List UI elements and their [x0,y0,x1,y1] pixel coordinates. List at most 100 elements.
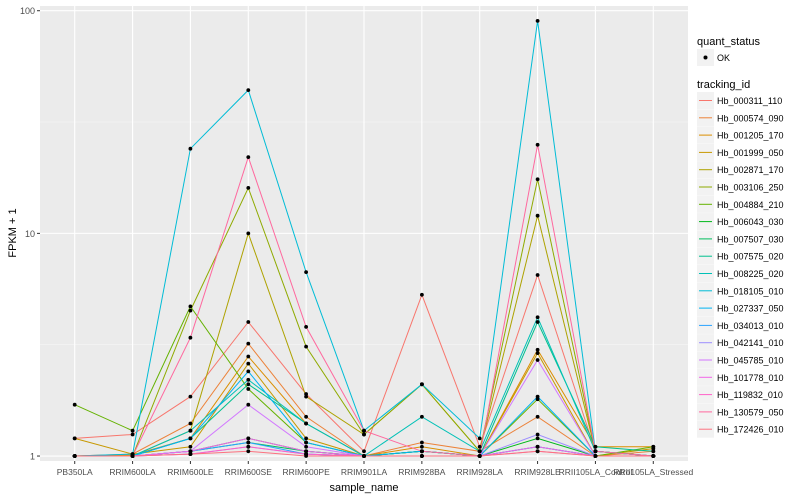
x-tick-label: RRIM928LA [457,467,504,477]
data-point-Hb_004884_210 [246,387,251,391]
data-point-Hb_008225_020 [535,315,540,320]
data-point-Hb_130579_050 [535,142,540,147]
x-tick-label: RRIM928BA [398,467,446,477]
data-point-Hb_000311_110 [420,292,424,297]
data-point-Hb_001999_050 [188,444,193,449]
x-tick-label: RRIM928LE [514,467,561,477]
legend-item-label: Hb_007507_030 [717,234,784,244]
legend-item-label: Hb_004884_210 [717,200,784,210]
data-point-Hb_007575_020 [535,320,540,324]
data-point-Hb_000311_110 [362,449,366,454]
data-point-Hb_027337_050 [535,394,540,399]
data-point-Hb_000311_110 [246,320,251,324]
data-point-Hb_034013_010 [246,440,251,445]
data-point-Hb_003106_250 [535,177,540,182]
legend-shape-label: OK [717,53,730,63]
data-point-Hb_172426_010 [304,454,308,458]
data-point-Hb_172426_010 [420,454,424,458]
data-point-Hb_003106_250 [362,432,366,437]
x-axis-title: sample_name [329,482,398,494]
data-point-Hb_001999_050 [304,436,308,441]
legend-item-label: Hb_045785_010 [717,356,784,366]
data-point-Hb_000311_110 [477,444,482,449]
data-point-Hb_008225_020 [304,421,308,426]
data-point-Hb_008225_020 [246,377,251,382]
data-point-Hb_000574_090 [246,341,251,346]
data-point-Hb_008225_020 [477,449,482,454]
data-point-Hb_027337_050 [246,369,251,374]
data-point-Hb_045785_010 [246,402,251,407]
data-point-Hb_004884_210 [651,444,656,449]
data-point-Hb_119832_010 [246,444,251,449]
legend-color-title: tracking_id [697,79,750,91]
data-point-Hb_000311_110 [535,273,540,277]
data-point-Hb_000574_090 [420,440,424,445]
data-point-Hb_018105_010 [304,270,308,274]
data-point-Hb_004884_210 [72,402,77,407]
data-point-Hb_018105_010 [535,19,540,23]
x-axis: PB350LA RRIM600LA RRIM600LE RRIM600SE RRIM60… [57,461,693,477]
y-axis-title: FPKM + 1 [7,208,19,257]
data-point-Hb_101778_010 [246,436,251,441]
data-point-Hb_130579_050 [188,335,193,340]
data-point-Hb_172426_010 [362,454,366,458]
x-tick-label: RRII105LA_Stressed [613,467,693,477]
data-point-Hb_172426_010 [246,449,251,454]
data-point-Hb_018105_010 [246,88,251,92]
legend-item-label: Hb_119832_010 [717,390,783,400]
legend-item-label: Hb_034013_010 [717,321,784,331]
data-point-Hb_001999_050 [535,351,540,355]
legend-item-label: Hb_042141_010 [717,338,784,348]
legend-item-label: Hb_000311_110 [717,96,782,106]
legend-item-label: Hb_002871_170 [717,165,784,175]
data-point-Hb_101778_010 [188,449,193,454]
data-point-Hb_000574_090 [304,414,308,419]
x-tick-label: RRII105LA_Control [559,467,633,477]
legend-color-items: Hb_000311_110 Hb_000574_090 Hb_001205_170 H… [697,92,784,438]
legend-item-label: Hb_130579_050 [717,407,784,417]
x-tick-label: RRIM600SE [225,467,273,477]
y-tick-label: 10 [25,229,35,239]
data-point-Hb_018105_010 [477,436,482,441]
x-tick-label: RRIM600LE [167,467,214,477]
data-point-Hb_000574_090 [188,421,193,426]
data-point-Hb_007575_020 [246,382,251,387]
data-point-Hb_002871_170 [535,213,540,218]
y-tick-label: 1 [30,452,35,462]
x-tick-label: RRIM600LA [109,467,156,477]
series-points [72,19,656,458]
data-point-Hb_172426_010 [477,454,482,458]
data-point-Hb_001999_050 [72,436,77,441]
legend-item-label: Hb_008225_020 [717,269,784,279]
data-point-Hb_018105_010 [188,146,193,151]
data-point-Hb_172426_010 [188,452,193,456]
legend-item-label: Hb_001205_170 [717,131,784,141]
legend-item-label: Hb_006043_030 [717,217,784,227]
legend-item-label: Hb_007575_020 [717,252,784,262]
data-point-Hb_001999_050 [246,361,251,366]
data-point-Hb_000311_110 [304,392,308,396]
data-point-Hb_130579_050 [593,449,598,454]
data-point-Hb_001205_170 [246,354,251,359]
data-point-Hb_000311_110 [130,432,135,437]
legend-shape-title: quant_status [697,36,760,48]
data-point-Hb_172426_010 [72,454,77,458]
data-point-Hb_006043_030 [535,436,540,441]
legend-item-label: Hb_027337_050 [717,304,784,314]
data-point-Hb_004884_210 [535,397,540,402]
data-point-Hb_018105_010 [420,382,424,387]
data-point-Hb_172426_010 [593,454,598,458]
data-point-Hb_027337_050 [188,436,193,441]
data-point-Hb_027337_050 [304,440,308,445]
data-point-Hb_172426_010 [535,449,540,454]
data-point-Hb_000574_090 [535,414,540,419]
data-point-Hb_045785_010 [535,358,540,362]
data-point-Hb_130579_050 [304,325,308,329]
legend-item-label: Hb_003106_250 [717,183,784,193]
x-tick-label: RRIM600PE [283,467,331,477]
data-point-Hb_008225_020 [420,414,424,419]
data-point-Hb_130579_050 [246,155,251,160]
data-point-Hb_130579_050 [420,449,424,454]
data-point-Hb_172426_010 [651,454,656,458]
